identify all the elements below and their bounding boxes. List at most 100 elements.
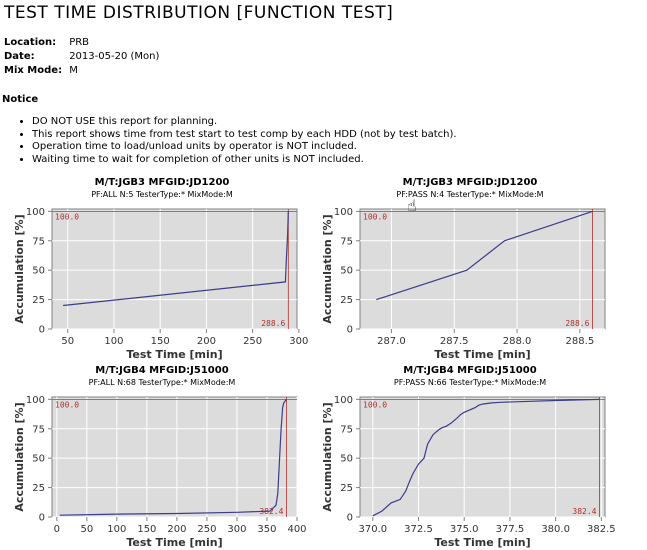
ref-line-label: 100.0: [55, 400, 79, 409]
chart-subtitle: PF:ALL N:5 TesterType:* MixMode:M: [91, 190, 233, 199]
y-axis-label: Accumulation [%]: [321, 402, 334, 511]
x-tick-label: 150: [137, 524, 156, 535]
x-tick-label: 300: [227, 524, 246, 535]
chart-plot: 0 25 50 75 100 0 50 100 150 200 250 300 350 400 100.0 3…: [13, 395, 307, 549]
location-value: PRB: [69, 37, 90, 48]
y-tick-label: 100: [334, 395, 353, 406]
notice-item: DO NOT USE this report for planning.: [32, 116, 457, 129]
notice-heading: Notice: [2, 94, 39, 105]
notice-list: DO NOT USE this report for planning. Thi…: [14, 116, 457, 166]
chart-subtitle: PF:ALL N:68 TesterType:* MixMode:M: [88, 378, 236, 387]
x-tick-label: 382.5: [587, 524, 616, 535]
x-axis-label: Test Time [min]: [126, 536, 222, 549]
chart-plot: 0 25 50 75 100 370.0 372.5 375.0 377.5 380.0 382.5…: [321, 395, 616, 549]
y-tick-label: 0: [39, 513, 45, 524]
y-tick-label: 75: [32, 424, 45, 435]
notice-item: Waiting time to wait for completion of o…: [32, 154, 457, 167]
location-row: Location: PRB: [4, 37, 89, 48]
chart-subtitle: PF:PASS N:4 TesterType:* MixMode:M: [396, 190, 544, 199]
chart-subtitle: PF:PASS N:66 TesterType:* MixMode:M: [393, 378, 547, 387]
y-tick-label: 25: [340, 483, 353, 494]
x-tick-label: 287.0: [377, 336, 406, 347]
y-axis-label: Accumulation [%]: [13, 214, 26, 323]
x-tick-label: 377.5: [496, 524, 525, 535]
y-tick-label: 75: [340, 424, 353, 435]
ref-line-label: 100.0: [363, 212, 387, 221]
y-tick-label: 100: [26, 395, 45, 406]
x-tick-label: 200: [167, 524, 186, 535]
series-line: [376, 210, 593, 301]
chart-jgb3-pass: M/T:JGB3 MFGID:JD1200 PF:PASS N:4 Tester…: [310, 177, 630, 362]
chart-title: M/T:JGB4 MFGID:J51000: [403, 365, 537, 376]
y-tick-label: 25: [32, 483, 45, 494]
mix-mode-value: M: [69, 65, 78, 76]
y-tick-label: 50: [32, 266, 45, 277]
chart-jgb4-pass: M/T:JGB4 MFGID:J51000 PF:PASS N:66 Teste…: [310, 365, 630, 550]
ref-line-label: 288.6: [565, 319, 589, 328]
series-line: [372, 398, 600, 517]
x-tick-label: 100: [104, 336, 123, 347]
y-axis-label: Accumulation [%]: [321, 214, 334, 323]
chart-jgb3-all: M/T:JGB3 MFGID:JD1200 PF:ALL N:5 TesterT…: [2, 177, 322, 362]
y-tick-label: 0: [347, 513, 353, 524]
x-tick-label: 288.0: [503, 336, 532, 347]
date-label: Date:: [4, 51, 35, 62]
plot-area: [359, 396, 606, 518]
y-tick-label: 50: [340, 454, 353, 465]
y-tick-label: 25: [32, 295, 45, 306]
x-tick-label: 250: [243, 336, 262, 347]
hand-pointer-icon: ☝: [407, 196, 417, 215]
x-tick-label: 200: [197, 336, 216, 347]
ref-line-label: 382.4: [259, 507, 283, 516]
notice-item: This report shows time from test start t…: [32, 129, 457, 142]
x-tick-label: 380.0: [541, 524, 570, 535]
page-title: TEST TIME DISTRIBUTION [FUNCTION TEST]: [4, 3, 394, 23]
chart-title: M/T:JGB3 MFGID:JD1200: [402, 177, 538, 188]
x-tick-label: 300: [289, 336, 308, 347]
y-tick-label: 50: [340, 266, 353, 277]
x-tick-label: 370.0: [358, 524, 387, 535]
y-tick-label: 0: [39, 325, 45, 336]
x-axis-label: Test Time [min]: [434, 348, 530, 361]
y-tick-label: 25: [340, 295, 353, 306]
date-row: Date: 2013-05-20 (Mon): [4, 51, 159, 62]
ref-line-label: 382.4: [572, 507, 596, 516]
plot-area: [51, 208, 298, 330]
x-tick-label: 150: [151, 336, 170, 347]
x-tick-label: 350: [257, 524, 276, 535]
x-axis-label: Test Time [min]: [434, 536, 530, 549]
series-line: [63, 211, 289, 307]
ref-line-label: 100.0: [55, 212, 79, 221]
plot-area: [51, 396, 298, 518]
y-tick-label: 50: [32, 454, 45, 465]
chart-jgb4-all: M/T:JGB4 MFGID:J51000 PF:ALL N:68 Tester…: [2, 365, 322, 550]
notice-item: Operation time to load/unload units by o…: [32, 141, 457, 154]
x-tick-label: 100: [107, 524, 126, 535]
y-tick-label: 75: [32, 236, 45, 247]
chart-plot: 0 25 50 75 100 287.0 287.5 288.0 288.5 100.0 288.6…: [321, 207, 606, 361]
x-tick-label: 50: [80, 524, 93, 535]
chart-title: M/T:JGB3 MFGID:JD1200: [94, 177, 230, 188]
ref-line-label: 100.0: [363, 400, 387, 409]
x-tick-label: 288.5: [566, 336, 595, 347]
x-tick-label: 372.5: [404, 524, 433, 535]
plot-area: [359, 208, 606, 330]
x-tick-label: 250: [197, 524, 216, 535]
ref-line-label: 288.6: [261, 319, 285, 328]
x-tick-label: 0: [54, 524, 60, 535]
y-tick-label: 75: [340, 236, 353, 247]
chart-plot: 0 25 50 75 100 50 100 150 200 250 300 100.0 288.6 Tes…: [13, 207, 308, 361]
x-tick-label: 287.5: [440, 336, 469, 347]
chart-title: M/T:JGB4 MFGID:J51000: [95, 365, 229, 376]
x-tick-label: 400: [287, 524, 306, 535]
date-value: 2013-05-20 (Mon): [69, 51, 160, 62]
x-tick-label: 50: [61, 336, 74, 347]
y-tick-label: 0: [347, 325, 353, 336]
x-axis-label: Test Time [min]: [126, 348, 222, 361]
y-tick-label: 100: [26, 207, 45, 218]
y-axis-label: Accumulation [%]: [13, 402, 26, 511]
mix-mode-label: Mix Mode:: [4, 65, 63, 76]
location-label: Location:: [4, 37, 57, 48]
y-tick-label: 100: [334, 207, 353, 218]
series-line: [59, 399, 287, 516]
